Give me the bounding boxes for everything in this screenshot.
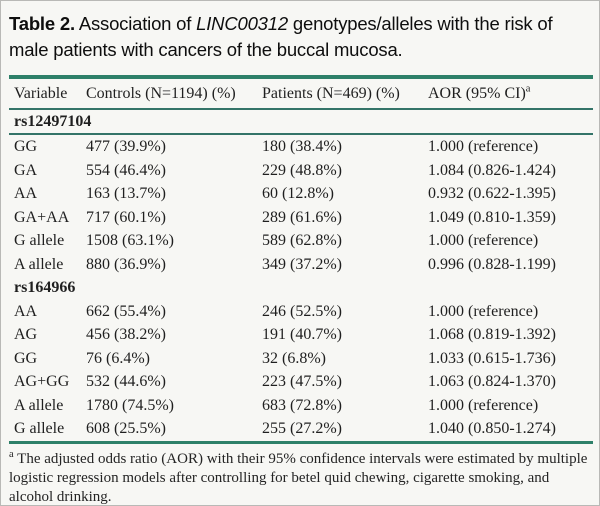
- cell-aor: 1.084 (0.826-1.424): [428, 161, 556, 179]
- cell-aor: 1.063 (0.824-1.370): [428, 373, 556, 390]
- col-header-aor-text: AOR (95% CI): [428, 85, 526, 102]
- col-header-variable: Variable: [14, 85, 68, 102]
- cell-patients: 289 (61.6%): [262, 208, 342, 226]
- header-row: Variable Controls (N=1194) (%) Patients …: [9, 77, 593, 109]
- table-row: AG 456 (38.2%) 191 (40.7%) 1.068 (0.819-…: [9, 323, 593, 347]
- col-header-controls: Controls (N=1194) (%): [86, 85, 236, 102]
- cell-patients: 589 (62.8%): [262, 232, 342, 249]
- section-row-rs12497104: rs12497104: [9, 109, 593, 134]
- cell-patients: 349 (37.2%): [262, 255, 342, 273]
- cell-controls: 717 (60.1%): [86, 208, 166, 226]
- cell-patients: 180 (38.4%): [262, 138, 342, 155]
- col-header-patients: Patients (N=469) (%): [262, 85, 400, 102]
- footnote-marker: a: [9, 448, 14, 460]
- aor-footnote-marker: a: [525, 83, 531, 95]
- cell-controls: 1780 (74.5%): [86, 396, 174, 414]
- cell-patients: 60 (12.8%): [262, 185, 334, 202]
- cell-variable: GA+AA: [14, 208, 70, 226]
- cell-controls: 1508 (63.1%): [86, 232, 174, 249]
- footnote-text: The adjusted odds ratio (AOR) with their…: [9, 450, 588, 505]
- cell-controls: 608 (25.5%): [86, 420, 166, 437]
- table-row: G allele 1508 (63.1%) 589 (62.8%) 1.000 …: [9, 229, 593, 253]
- cell-variable: G allele: [14, 420, 65, 437]
- cell-aor: 1.068 (0.819-1.392): [428, 326, 556, 343]
- cell-controls: 662 (55.4%): [86, 302, 166, 320]
- table-caption-text-1: Association of: [74, 13, 197, 34]
- association-table: Variable Controls (N=1194) (%) Patients …: [9, 75, 593, 444]
- cell-aor: 1.033 (0.615-1.736): [428, 349, 556, 367]
- cell-patients: 223 (47.5%): [262, 373, 342, 390]
- cell-variable: A allele: [14, 396, 64, 414]
- table-caption: Table 2. Association of LINC00312 genoty…: [9, 11, 592, 63]
- cell-aor: 1.040 (0.850-1.274): [428, 420, 556, 437]
- table-caption-text-2: genotypes/alleles with the risk of male …: [9, 13, 553, 60]
- cell-variable: A allele: [14, 255, 64, 273]
- cell-variable: GG: [14, 138, 38, 155]
- table-row: GG 76 (6.4%) 32 (6.8%) 1.033 (0.615-1.73…: [9, 347, 593, 371]
- table-row: AA 662 (55.4%) 246 (52.5%) 1.000 (refere…: [9, 300, 593, 324]
- cell-patients: 229 (48.8%): [262, 161, 342, 179]
- cell-patients: 32 (6.8%): [262, 349, 326, 367]
- cell-aor: 1.000 (reference): [428, 302, 539, 320]
- cell-variable: G allele: [14, 232, 65, 249]
- cell-variable: GA: [14, 161, 38, 179]
- cell-patients: 683 (72.8%): [262, 396, 342, 414]
- table-row: GA 554 (46.4%) 229 (48.8%) 1.084 (0.826-…: [9, 159, 593, 183]
- gene-name-italic: LINC00312: [196, 13, 288, 34]
- table-footnote: a The adjusted odds ratio (AOR) with the…: [9, 448, 595, 506]
- table-row: AA 163 (13.7%) 60 (12.8%) 0.932 (0.622-1…: [9, 182, 593, 206]
- cell-controls: 163 (13.7%): [86, 185, 166, 202]
- table-row: AG+GG 532 (44.6%) 223 (47.5%) 1.063 (0.8…: [9, 370, 593, 394]
- col-header-aor: AOR (95% CI)a: [428, 77, 593, 109]
- table-caption-label: Table 2.: [9, 13, 75, 34]
- cell-controls: 477 (39.9%): [86, 138, 166, 155]
- cell-variable: AA: [14, 302, 38, 320]
- cell-aor: 1.000 (reference): [428, 396, 539, 414]
- section-title: rs12497104: [14, 112, 92, 130]
- cell-aor: 1.049 (0.810-1.359): [428, 208, 556, 226]
- cell-variable: AA: [14, 185, 38, 202]
- cell-controls: 532 (44.6%): [86, 373, 166, 390]
- table-row: GG 477 (39.9%) 180 (38.4%) 1.000 (refere…: [9, 134, 593, 159]
- table-row: G allele 608 (25.5%) 255 (27.2%) 1.040 (…: [9, 417, 593, 442]
- cell-aor: 1.000 (reference): [428, 232, 539, 249]
- section-title: rs164966: [14, 279, 76, 296]
- table-row: A allele 880 (36.9%) 349 (37.2%) 0.996 (…: [9, 253, 593, 277]
- table-row: A allele 1780 (74.5%) 683 (72.8%) 1.000 …: [9, 394, 593, 418]
- cell-variable: AG+GG: [14, 373, 70, 390]
- cell-aor: 0.932 (0.622-1.395): [428, 185, 556, 202]
- cell-controls: 76 (6.4%): [86, 349, 150, 367]
- cell-controls: 880 (36.9%): [86, 255, 166, 273]
- cell-patients: 191 (40.7%): [262, 326, 342, 343]
- cell-variable: AG: [14, 326, 38, 343]
- cell-patients: 246 (52.5%): [262, 302, 342, 320]
- section-row-rs164966: rs164966: [9, 276, 593, 300]
- cell-controls: 456 (38.2%): [86, 326, 166, 343]
- cell-aor: 0.996 (0.828-1.199): [428, 255, 556, 273]
- table-row: GA+AA 717 (60.1%) 289 (61.6%) 1.049 (0.8…: [9, 206, 593, 230]
- cell-controls: 554 (46.4%): [86, 161, 166, 179]
- cell-variable: GG: [14, 349, 38, 367]
- cell-patients: 255 (27.2%): [262, 420, 342, 437]
- cell-aor: 1.000 (reference): [428, 138, 539, 155]
